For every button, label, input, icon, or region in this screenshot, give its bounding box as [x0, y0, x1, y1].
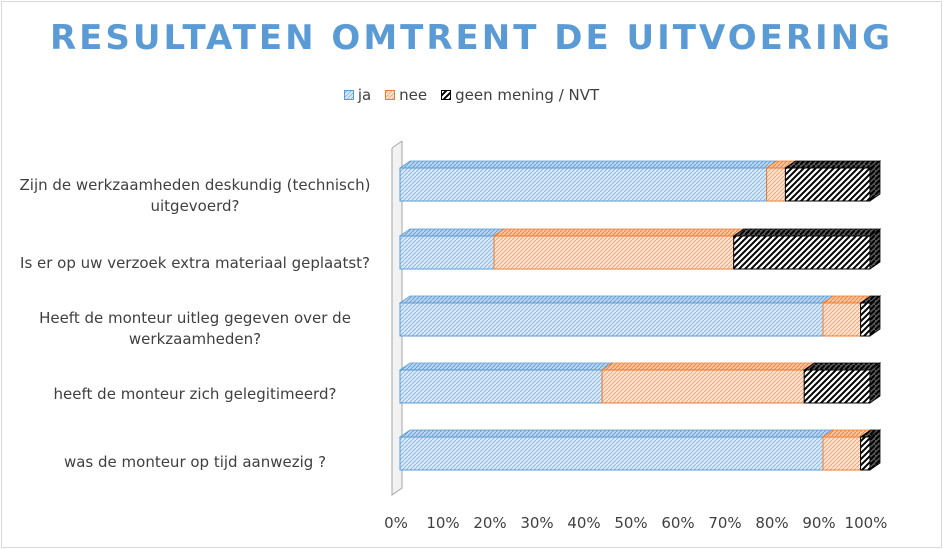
bar-front-nee-4 [822, 436, 862, 471]
x-axis-ticks: 0% 10% 20% 30% 40% 50% 60% 70% 80% 90% 100% [384, 514, 887, 532]
category-label-2: Heeft de monteur uitleg gegeven over de … [39, 309, 351, 348]
bar-front-ja-4 [399, 436, 824, 471]
category-label-3: heeft de monteur zich gelegitimeerd? [53, 385, 337, 403]
x-tick-label-0: 0% [384, 514, 408, 532]
legend: ja nee geen mening / NVT [0, 86, 943, 104]
bar-nvt-3 [802, 362, 882, 404]
legend-label-nvt: geen mening / NVT [455, 86, 600, 104]
bar-side-nvt-0 [869, 160, 881, 202]
category-label-4: was de monteur op tijd aanwezig ? [63, 453, 327, 471]
bar-nvt-2 [859, 295, 882, 337]
bar-ja-3 [398, 362, 614, 404]
bar-side-nvt-2 [869, 295, 881, 337]
x-tick-label-2: 20% [473, 514, 506, 532]
x-tick-label-6: 60% [661, 514, 694, 532]
x-tick-label-4: 40% [567, 514, 600, 532]
legend-item-nvt: geen mening / NVT [441, 86, 599, 104]
bar-nvt-0 [784, 160, 882, 202]
legend-swatch-ja [343, 90, 354, 100]
bars-group [398, 160, 882, 471]
bar-top-ja-1 [398, 228, 506, 237]
bar-nee-4 [821, 429, 872, 471]
bar-top-nvt-1 [732, 228, 882, 237]
x-tick-label-5: 50% [614, 514, 647, 532]
bar-nvt-1 [732, 228, 882, 270]
bar-front-nvt-0 [784, 167, 871, 202]
x-tick-label-8: 80% [755, 514, 788, 532]
x-tick-label-3: 30% [520, 514, 553, 532]
bar-front-nvt-4 [860, 436, 871, 471]
chart-title: RESULTATEN OMTRENT DE UITVOERING [49, 18, 894, 58]
bar-front-nvt-2 [860, 302, 871, 337]
legend-item-nee: nee [385, 86, 427, 104]
x-tick-label-10: 100% [845, 514, 888, 532]
x-tick-label-1: 10% [426, 514, 459, 532]
legend-swatch-nvt [441, 90, 452, 100]
bar-top-nvt-0 [784, 160, 882, 169]
bar-top-nee-3 [600, 362, 816, 371]
x-tick-label-7: 70% [708, 514, 741, 532]
bar-nvt-4 [859, 429, 882, 471]
bar-top-ja-2 [398, 295, 835, 304]
bar-front-ja-0 [399, 167, 768, 202]
bar-top-ja-3 [398, 362, 614, 371]
bar-front-nee-3 [601, 369, 805, 404]
legend-label-ja: ja [357, 86, 372, 104]
bar-top-ja-0 [398, 160, 778, 169]
bar-front-ja-1 [399, 235, 495, 270]
bar-nee-0 [765, 160, 797, 202]
category-label-0: Zijn de werkzaamheden deskundig (technis… [19, 176, 371, 215]
bar-front-ja-2 [399, 302, 824, 337]
category-label-1: Is er op uw verzoek extra materiaal gepl… [20, 254, 370, 272]
bar-front-nee-0 [766, 167, 786, 202]
bar-ja-4 [398, 429, 835, 471]
legend-swatch-nee [385, 90, 396, 100]
legend-item-ja: ja [343, 86, 372, 104]
bar-side-nvt-3 [869, 362, 881, 404]
bar-ja-1 [398, 228, 506, 270]
bar-top-nvt-3 [802, 362, 882, 371]
bar-side-nvt-4 [869, 429, 881, 471]
bar-ja-0 [398, 160, 778, 202]
bar-front-nee-1 [493, 235, 735, 270]
bar-front-ja-3 [399, 369, 603, 404]
bar-top-ja-4 [398, 429, 835, 438]
bar-nee-1 [492, 228, 745, 270]
bar-ja-2 [398, 295, 835, 337]
bar-front-nvt-3 [803, 369, 871, 404]
bar-side-nvt-1 [869, 228, 881, 270]
x-tick-label-9: 90% [802, 514, 835, 532]
bar-nee-2 [821, 295, 872, 337]
bar-nee-3 [600, 362, 816, 404]
legend-label-nee: nee [399, 86, 428, 104]
bar-top-nee-1 [492, 228, 745, 237]
bar-front-nvt-1 [733, 235, 871, 270]
bar-front-nee-2 [822, 302, 862, 337]
